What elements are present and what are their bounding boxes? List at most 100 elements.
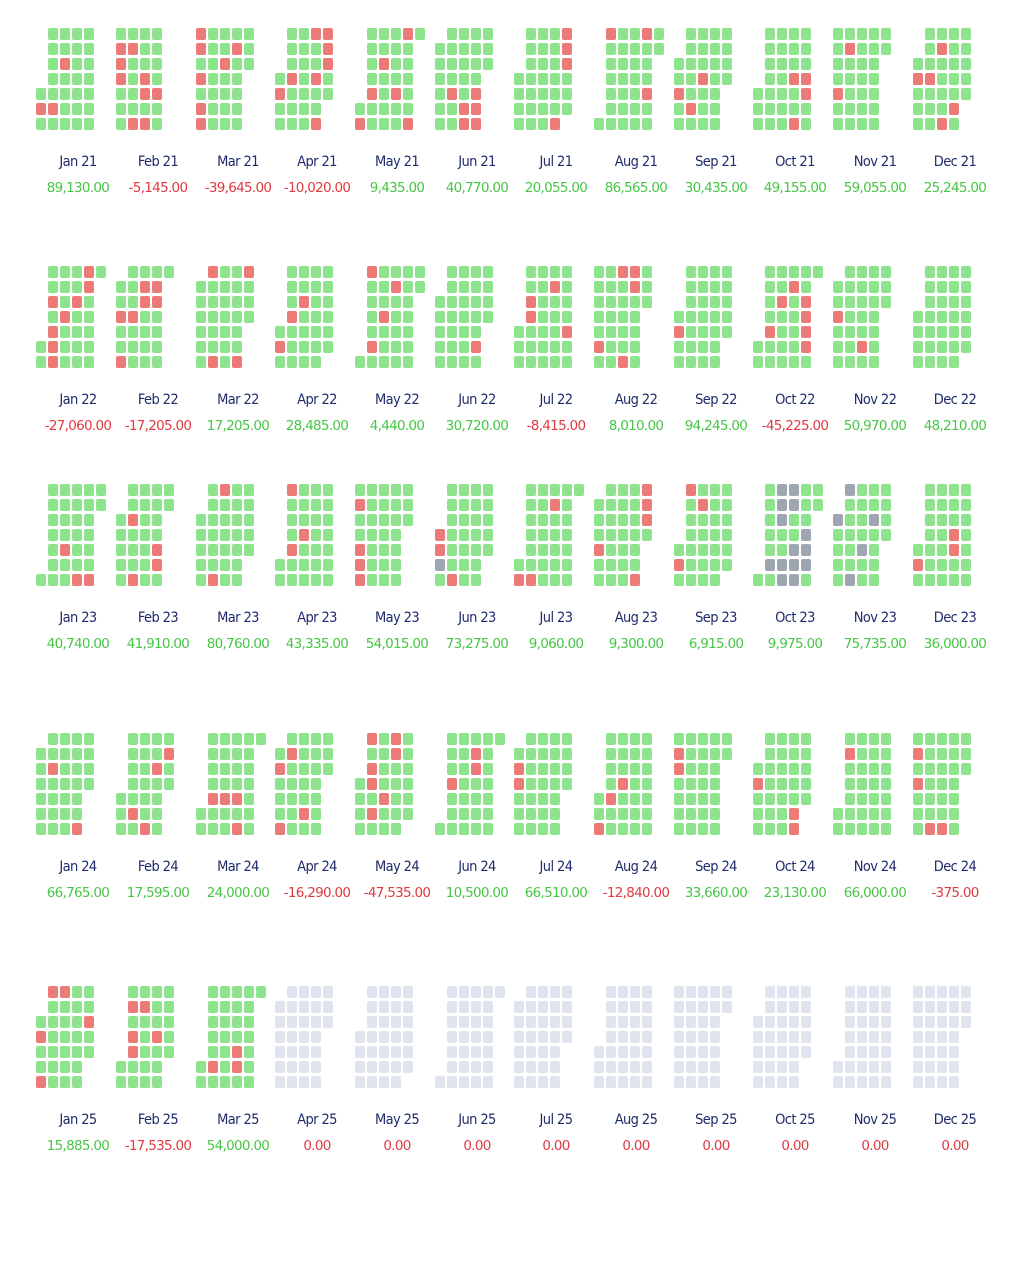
day-cell[interactable]: [323, 28, 333, 40]
day-cell[interactable]: [538, 103, 548, 115]
day-cell[interactable]: [391, 43, 401, 55]
day-cell[interactable]: [323, 986, 333, 998]
day-cell[interactable]: [550, 1076, 560, 1088]
day-cell[interactable]: [471, 763, 481, 775]
day-cell[interactable]: [618, 514, 628, 526]
day-cell[interactable]: [140, 808, 150, 820]
day-cell[interactable]: [299, 1001, 309, 1013]
day-cell[interactable]: [84, 544, 94, 556]
day-cell[interactable]: [801, 1046, 811, 1058]
day-cell[interactable]: [483, 484, 493, 496]
day-cell[interactable]: [367, 748, 377, 760]
day-cell[interactable]: [949, 356, 959, 368]
day-cell[interactable]: [630, 1076, 640, 1088]
day-cell[interactable]: [471, 544, 481, 556]
day-cell[interactable]: [164, 484, 174, 496]
day-cell[interactable]: [618, 544, 628, 556]
day-cell[interactable]: [379, 529, 389, 541]
day-cell[interactable]: [961, 43, 971, 55]
day-cell[interactable]: [845, 266, 855, 278]
day-cell[interactable]: [845, 43, 855, 55]
month-card[interactable]: Nov 22 50,970.00: [833, 266, 917, 486]
day-cell[interactable]: [618, 484, 628, 496]
day-cell[interactable]: [618, 341, 628, 353]
day-cell[interactable]: [447, 986, 457, 998]
day-cell[interactable]: [140, 986, 150, 998]
day-cell[interactable]: [857, 986, 867, 998]
day-cell[interactable]: [391, 341, 401, 353]
day-cell[interactable]: [698, 1001, 708, 1013]
day-cell[interactable]: [391, 733, 401, 745]
day-cell[interactable]: [208, 1076, 218, 1088]
day-cell[interactable]: [630, 763, 640, 775]
day-cell[interactable]: [630, 808, 640, 820]
day-cell[interactable]: [765, 986, 775, 998]
day-cell[interactable]: [777, 341, 787, 353]
day-cell[interactable]: [869, 43, 879, 55]
day-cell[interactable]: [606, 986, 616, 998]
day-cell[interactable]: [833, 73, 843, 85]
day-cell[interactable]: [937, 529, 947, 541]
day-cell[interactable]: [606, 1031, 616, 1043]
day-cell[interactable]: [60, 356, 70, 368]
day-cell[interactable]: [538, 118, 548, 130]
day-cell[interactable]: [538, 296, 548, 308]
day-cell[interactable]: [483, 1046, 493, 1058]
day-cell[interactable]: [311, 763, 321, 775]
day-cell[interactable]: [287, 1061, 297, 1073]
day-cell[interactable]: [116, 529, 126, 541]
day-cell[interactable]: [514, 103, 524, 115]
day-cell[interactable]: [355, 778, 365, 790]
day-cell[interactable]: [471, 73, 481, 85]
day-cell[interactable]: [961, 499, 971, 511]
day-cell[interactable]: [311, 118, 321, 130]
day-cell[interactable]: [606, 499, 616, 511]
day-cell[interactable]: [72, 103, 82, 115]
day-cell[interactable]: [128, 341, 138, 353]
day-cell[interactable]: [471, 793, 481, 805]
day-cell[interactable]: [538, 778, 548, 790]
day-cell[interactable]: [630, 748, 640, 760]
day-cell[interactable]: [526, 1076, 536, 1088]
day-cell[interactable]: [925, 266, 935, 278]
day-cell[interactable]: [674, 73, 684, 85]
day-cell[interactable]: [538, 823, 548, 835]
day-cell[interactable]: [845, 1076, 855, 1088]
day-cell[interactable]: [311, 484, 321, 496]
day-cell[interactable]: [642, 281, 652, 293]
day-cell[interactable]: [845, 1016, 855, 1028]
day-cell[interactable]: [789, 514, 799, 526]
day-cell[interactable]: [925, 58, 935, 70]
day-cell[interactable]: [208, 1001, 218, 1013]
day-cell[interactable]: [686, 763, 696, 775]
day-cell[interactable]: [550, 1061, 560, 1073]
day-cell[interactable]: [937, 514, 947, 526]
day-cell[interactable]: [311, 529, 321, 541]
day-cell[interactable]: [562, 311, 572, 323]
day-cell[interactable]: [299, 778, 309, 790]
day-cell[interactable]: [562, 266, 572, 278]
day-cell[interactable]: [299, 793, 309, 805]
day-cell[interactable]: [550, 311, 560, 323]
day-cell[interactable]: [367, 28, 377, 40]
day-cell[interactable]: [881, 986, 891, 998]
day-cell[interactable]: [550, 514, 560, 526]
day-cell[interactable]: [630, 88, 640, 100]
day-cell[interactable]: [949, 281, 959, 293]
day-cell[interactable]: [514, 559, 524, 571]
day-cell[interactable]: [925, 296, 935, 308]
day-cell[interactable]: [152, 1046, 162, 1058]
day-cell[interactable]: [367, 1046, 377, 1058]
day-cell[interactable]: [949, 1046, 959, 1058]
day-cell[interactable]: [48, 341, 58, 353]
day-cell[interactable]: [777, 808, 787, 820]
day-cell[interactable]: [710, 296, 720, 308]
day-cell[interactable]: [686, 986, 696, 998]
day-cell[interactable]: [514, 823, 524, 835]
day-cell[interactable]: [379, 484, 389, 496]
day-cell[interactable]: [459, 311, 469, 323]
day-cell[interactable]: [447, 793, 457, 805]
day-cell[interactable]: [833, 311, 843, 323]
day-cell[interactable]: [152, 808, 162, 820]
day-cell[interactable]: [323, 484, 333, 496]
